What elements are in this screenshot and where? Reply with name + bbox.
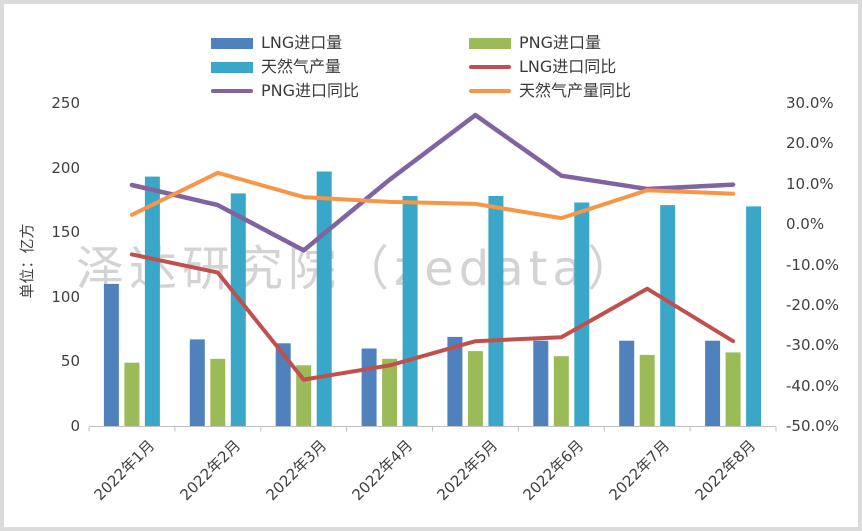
legend-label: LNG进口同比 xyxy=(519,57,617,76)
series-natural-gas-production xyxy=(144,171,762,426)
bar-natural-gas-production xyxy=(746,206,762,426)
series-lng-import-volume xyxy=(103,283,721,426)
y-axis-right-tick-label: 0.0% xyxy=(786,215,825,234)
legend-swatch-bar-icon xyxy=(211,61,253,73)
bar-lng-import-volume xyxy=(447,336,463,426)
chart-legend: LNG进口量 PNG进口量 天然气产量 LNG进口同比 PNG进口同比 天然气产… xyxy=(211,31,631,103)
y-axis-right-tick-label: 10.0% xyxy=(786,174,834,193)
legend-label: PNG进口同比 xyxy=(261,81,360,100)
legend-item-natural-gas-production: 天然气产量 xyxy=(211,56,469,78)
series-png-import-volume xyxy=(124,351,741,426)
chart-plot-area xyxy=(88,112,777,432)
legend-label: 天然气产量同比 xyxy=(519,81,632,100)
y-axis-left-tick-label: 50 xyxy=(60,352,80,371)
legend-swatch-bar-icon xyxy=(469,37,511,49)
legend-label: LNG进口量 xyxy=(261,33,343,52)
legend-swatch-line-icon xyxy=(469,65,511,69)
bar-png-import-volume xyxy=(382,358,398,426)
bar-lng-import-volume xyxy=(619,340,635,426)
bar-natural-gas-production xyxy=(660,205,676,426)
legend-item-png-import-volume: PNG进口量 xyxy=(469,32,631,54)
bar-lng-import-volume xyxy=(705,340,721,426)
y-axis-left-tick-label: 250 xyxy=(51,94,80,112)
legend-swatch-line-icon xyxy=(469,89,511,93)
x-axis-line xyxy=(88,426,777,432)
legend-label: PNG进口量 xyxy=(519,33,602,52)
bar-natural-gas-production xyxy=(488,196,504,426)
bar-lng-import-volume xyxy=(533,340,549,426)
bar-png-import-volume xyxy=(124,362,140,426)
bar-natural-gas-production xyxy=(230,193,246,426)
y-axis-left-tick-label: 150 xyxy=(51,223,80,242)
bar-png-import-volume xyxy=(210,358,226,426)
bar-natural-gas-production xyxy=(574,202,590,426)
legend-item-natural-gas-production-yoy: 天然气产量同比 xyxy=(469,80,631,102)
y-axis-right-tick-label: -30.0% xyxy=(786,336,840,355)
bar-lng-import-volume xyxy=(103,283,119,426)
y-axis-right-tick-label: -20.0% xyxy=(786,295,840,314)
y-axis-right-tick-label: -40.0% xyxy=(786,376,840,395)
bar-natural-gas-production xyxy=(316,171,332,426)
y-axis-right-tick-label: 30.0% xyxy=(786,94,834,112)
bar-natural-gas-production xyxy=(144,176,160,426)
legend-label: 天然气产量 xyxy=(261,57,342,76)
legend-swatch-line-icon xyxy=(211,89,253,93)
y-axis-left-tick-label: 100 xyxy=(51,287,80,306)
bar-natural-gas-production xyxy=(402,196,418,426)
y-axis-right-tick-label: -50.0% xyxy=(786,417,840,435)
y-axis-left-tick-label: 200 xyxy=(51,158,80,177)
legend-item-lng-import-volume: LNG进口量 xyxy=(211,32,469,54)
series-natural-gas-production-yoy xyxy=(129,170,736,221)
y-axis-right-tick-label: 20.0% xyxy=(786,134,834,153)
legend-item-lng-import-yoy: LNG进口同比 xyxy=(469,56,631,78)
watermark-text: 泽达研究院（zedata） xyxy=(76,241,640,297)
series-lng-import-yoy xyxy=(129,252,736,382)
y-axis-left-tick-label: 0 xyxy=(70,417,80,435)
bar-png-import-volume xyxy=(553,356,569,426)
bar-png-import-volume xyxy=(639,354,655,426)
bar-png-import-volume xyxy=(725,352,741,426)
bar-png-import-volume xyxy=(467,351,483,426)
series-png-import-yoy xyxy=(129,112,736,253)
legend-swatch-bar-icon xyxy=(211,37,253,49)
y-axis-right-tick-label: -10.0% xyxy=(786,255,840,274)
bar-lng-import-volume xyxy=(275,343,291,426)
bar-lng-import-volume xyxy=(361,348,377,426)
bar-lng-import-volume xyxy=(189,339,205,426)
legend-item-png-import-yoy: PNG进口同比 xyxy=(211,80,469,102)
